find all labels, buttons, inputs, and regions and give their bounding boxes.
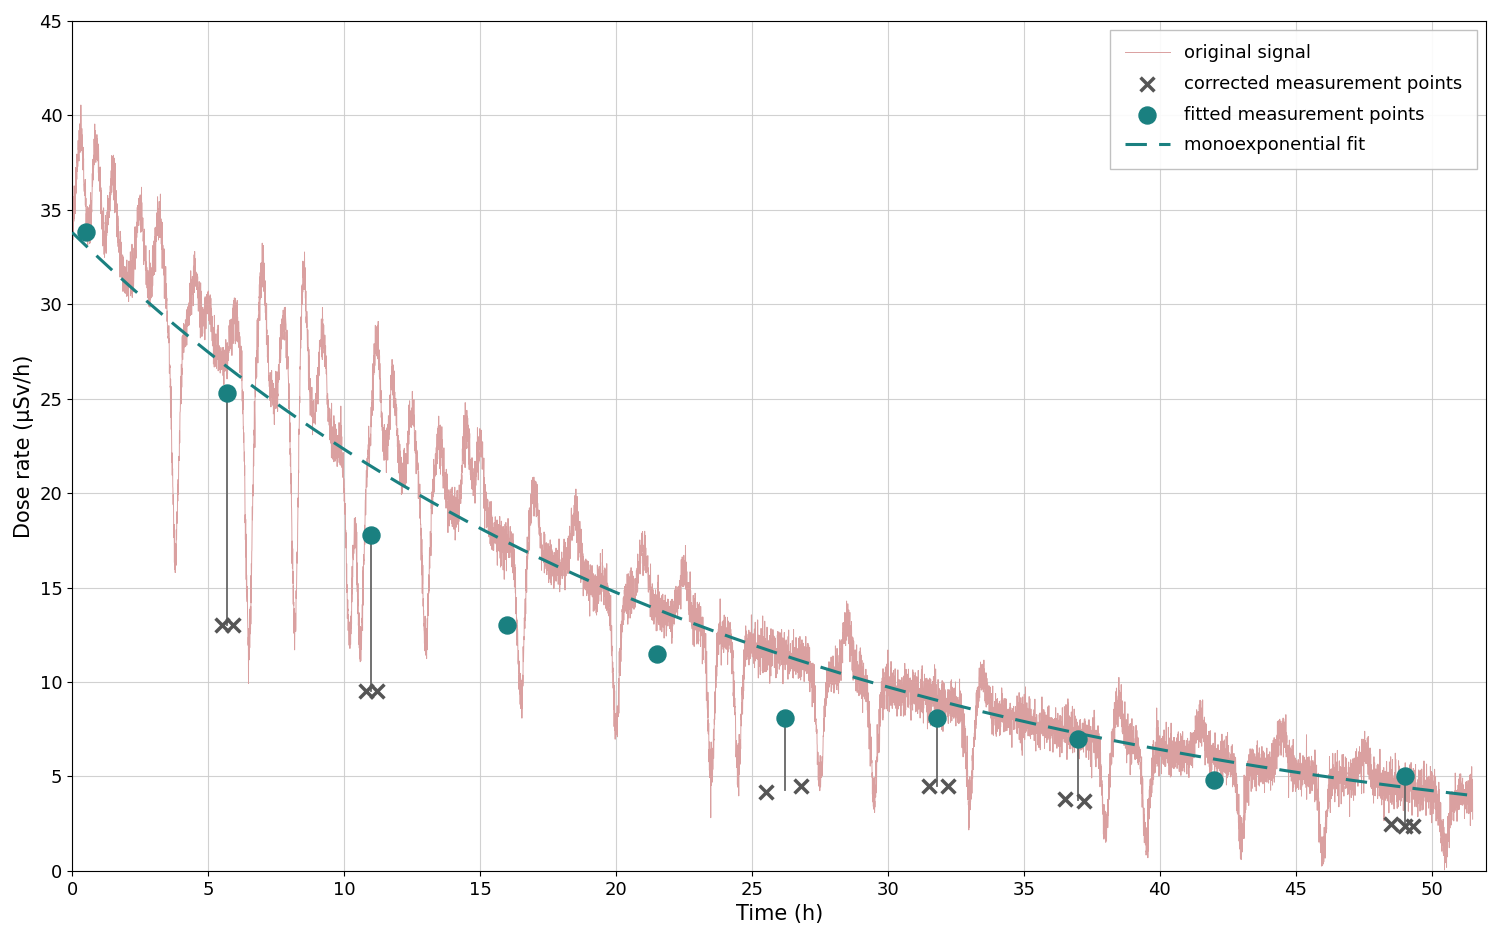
original signal: [1436, 864, 1454, 875]
corrected measurement points: [1392, 818, 1416, 833]
fitted measurement points: [74, 225, 98, 240]
monoexponential fit: [1155, 745, 1173, 756]
original signal: [964, 732, 982, 743]
fitted measurement points: [926, 710, 950, 725]
original signal: [72, 99, 90, 111]
fitted measurement points: [645, 646, 669, 661]
corrected measurement points: [789, 779, 813, 794]
corrected measurement points: [354, 684, 378, 699]
monoexponential fit: [680, 616, 698, 628]
Line: original signal: original signal: [72, 105, 1473, 870]
corrected measurement points: [753, 784, 777, 799]
original signal: [63, 213, 81, 224]
fitted measurement points: [495, 618, 519, 633]
monoexponential fit: [630, 597, 648, 608]
corrected measurement points: [210, 618, 234, 633]
fitted measurement points: [1066, 731, 1090, 746]
original signal: [1464, 813, 1482, 825]
monoexponential fit: [63, 227, 81, 238]
monoexponential fit: [1464, 790, 1482, 801]
corrected measurement points: [916, 779, 940, 794]
original signal: [1212, 735, 1230, 747]
monoexponential fit: [1180, 749, 1198, 761]
corrected measurement points: [1378, 816, 1402, 831]
corrected measurement points: [936, 779, 960, 794]
fitted measurement points: [772, 710, 796, 725]
fitted measurement points: [360, 527, 384, 542]
corrected measurement points: [1071, 794, 1095, 809]
corrected measurement points: [364, 684, 388, 699]
original signal: [106, 185, 124, 196]
fitted measurement points: [1202, 773, 1225, 788]
Line: monoexponential fit: monoexponential fit: [72, 233, 1473, 795]
original signal: [975, 687, 993, 698]
fitted measurement points: [214, 386, 238, 401]
Y-axis label: Dose rate (μSv/h): Dose rate (μSv/h): [13, 355, 34, 537]
Legend: original signal, corrected measurement points, fitted measurement points, monoex: original signal, corrected measurement p…: [1110, 30, 1478, 169]
monoexponential fit: [1024, 719, 1042, 730]
corrected measurement points: [1053, 792, 1077, 807]
original signal: [1383, 793, 1401, 804]
monoexponential fit: [206, 352, 224, 363]
fitted measurement points: [1392, 769, 1416, 784]
corrected measurement points: [1401, 818, 1425, 833]
X-axis label: Time (h): Time (h): [735, 904, 824, 924]
corrected measurement points: [220, 618, 245, 633]
original signal: [90, 162, 108, 174]
